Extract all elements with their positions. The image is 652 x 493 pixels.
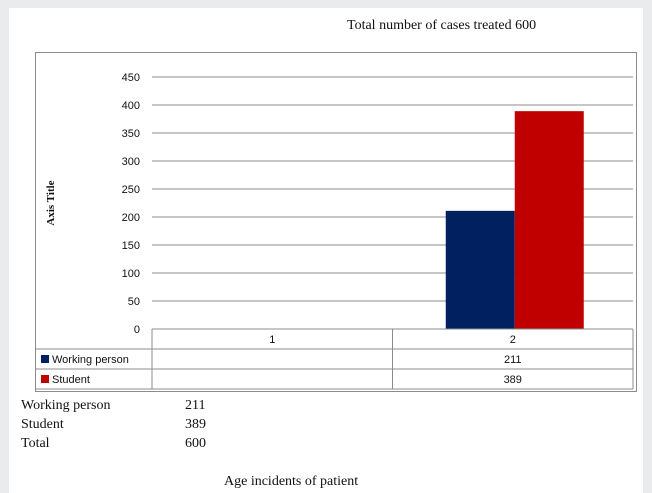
x-tick-label: 2: [510, 334, 516, 346]
summary-row: Working person 211: [21, 396, 241, 415]
summary-row: Total 600: [21, 434, 241, 453]
y-tick-label: 450: [122, 72, 140, 84]
y-tick-label: 350: [122, 128, 140, 140]
legend-label: Working person: [52, 354, 129, 366]
y-tick-label: 100: [122, 268, 140, 280]
legend-label: Student: [52, 374, 90, 386]
y-tick-label: 0: [134, 324, 140, 336]
legend-swatch: [41, 355, 49, 363]
data-label: 211: [504, 354, 522, 366]
chart-frame: 0 50 100 150 200 250 300 350 400 450 Axis Title 1 2 W…: [35, 52, 637, 392]
y-tick-label: 150: [122, 240, 140, 252]
summary-label: Working person: [21, 398, 111, 413]
summary-value: 211: [185, 398, 206, 413]
y-axis-title: Axis Title: [45, 180, 57, 225]
summary-label: Student: [21, 417, 64, 432]
summary-value: 389: [185, 417, 206, 432]
bar-working-person: [445, 210, 515, 329]
y-tick-label: 250: [122, 184, 140, 196]
summary-value: 600: [185, 436, 206, 451]
data-label: 389: [504, 374, 522, 386]
summary-table: Working person 211 Student 389 Total 600: [21, 396, 241, 453]
x-tick-label: 1: [269, 334, 275, 346]
summary-label: Total: [21, 436, 50, 451]
bar-student: [514, 111, 584, 329]
footer-caption: Age incidents of patient: [224, 474, 359, 489]
y-tick-label: 400: [122, 100, 140, 112]
y-tick-label: 300: [122, 156, 140, 168]
chart-title: Total number of cases treated 600: [347, 18, 537, 33]
summary-row: Student 389: [21, 415, 241, 434]
y-tick-label: 50: [128, 296, 140, 308]
bar-chart: 0 50 100 150 200 250 300 350 400 450 Axis Title 1 2 W…: [36, 72, 634, 390]
page: Total number of cases treated 600 0 50 100…: [9, 8, 643, 493]
legend-swatch: [41, 375, 49, 383]
y-tick-label: 200: [122, 212, 140, 224]
